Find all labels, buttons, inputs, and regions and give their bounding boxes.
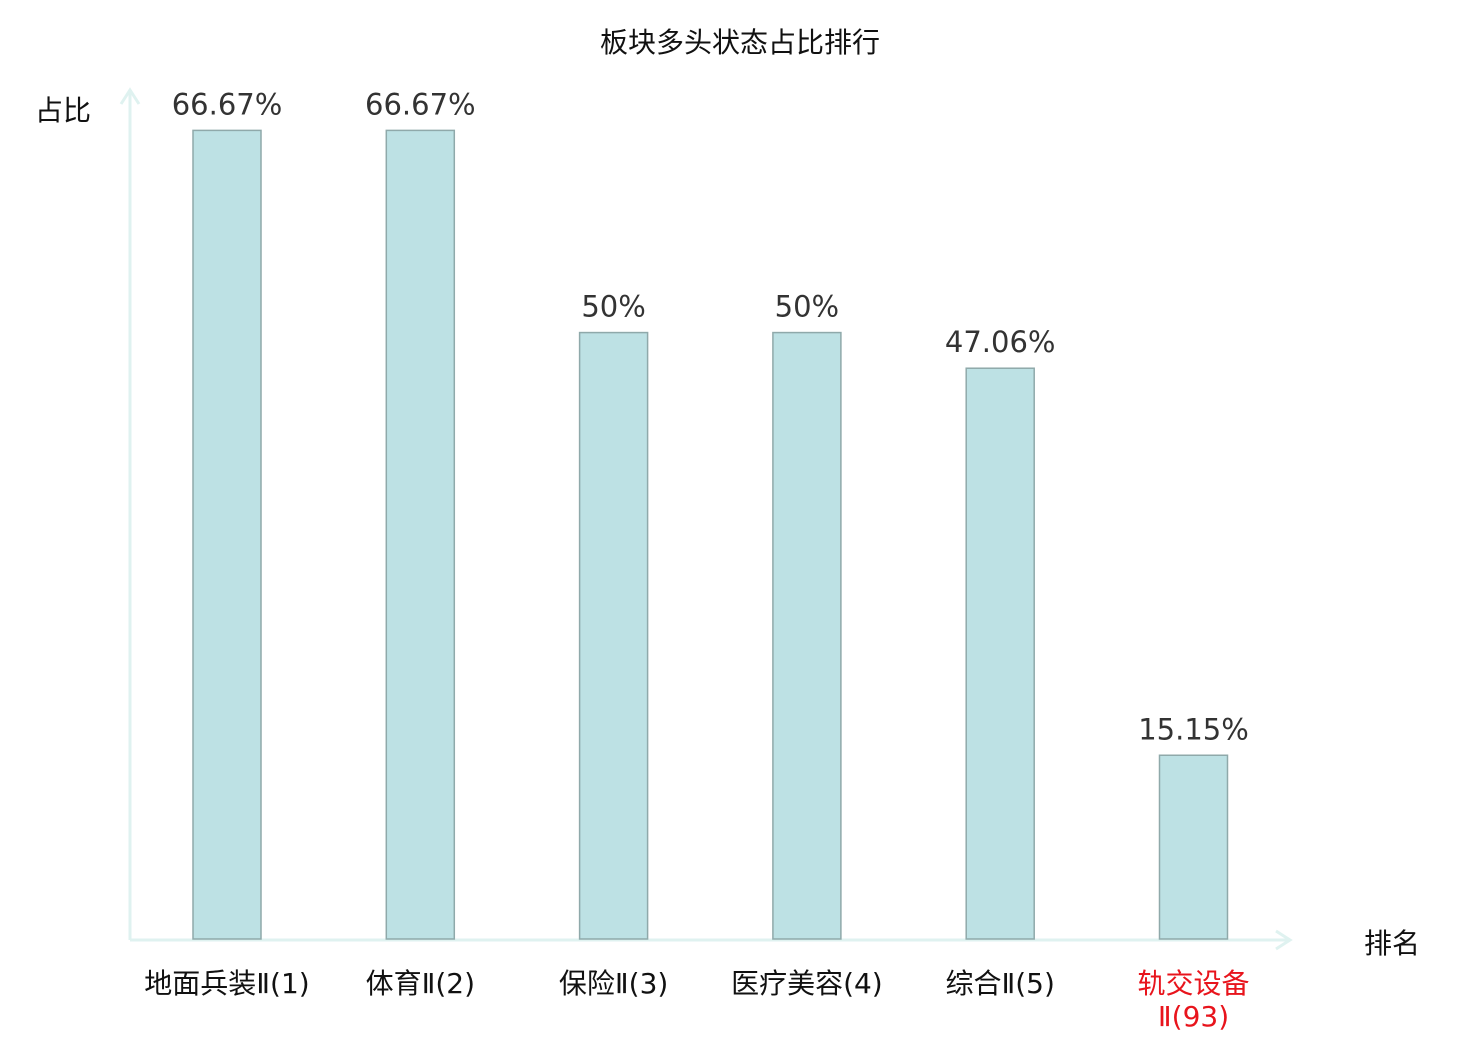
bar — [578, 331, 649, 940]
x-tick-label: 保险Ⅱ(3) — [559, 967, 668, 1000]
x-tick-label: 医疗美容(4) — [731, 967, 883, 1000]
x-tick-label: 体育Ⅱ(2) — [366, 967, 475, 1000]
y-axis-arrow — [119, 87, 141, 105]
y-axis-label: 占比 — [35, 94, 91, 127]
data-label: 50% — [775, 290, 839, 324]
x-tick-labels: 地面兵装Ⅱ(1) 体育Ⅱ(2) 保险Ⅱ(3) 医疗美容(4) 综合Ⅱ(5) 轨交设备Ⅱ(9… — [144, 967, 1249, 1033]
data-label: 47.06% — [945, 325, 1056, 359]
data-labels: 66.67% 66.67% 50% 50% 47.06% 15.15% — [172, 87, 1249, 746]
bars — [192, 129, 1229, 940]
data-label: 66.67% — [172, 87, 283, 121]
axes — [119, 87, 1293, 951]
data-label: 15.15% — [1138, 712, 1249, 746]
x-axis-label: 排名 — [1364, 927, 1420, 960]
chart-title: 板块多头状态占比排行 — [600, 26, 880, 59]
bar — [965, 367, 1035, 940]
bar — [1158, 754, 1229, 940]
x-tick-label: 地面兵装Ⅱ(1) — [144, 967, 309, 1000]
data-label: 50% — [581, 290, 645, 324]
bar — [192, 129, 262, 940]
data-label: 66.67% — [365, 87, 476, 121]
bar — [385, 129, 456, 940]
x-tick-label: 轨交设备 — [1137, 967, 1249, 1000]
x-tick-label: Ⅱ(93) — [1158, 1000, 1229, 1033]
x-axis-arrow — [1275, 929, 1293, 951]
x-tick-label: 综合Ⅱ(5) — [945, 967, 1054, 1000]
bar — [772, 331, 842, 940]
